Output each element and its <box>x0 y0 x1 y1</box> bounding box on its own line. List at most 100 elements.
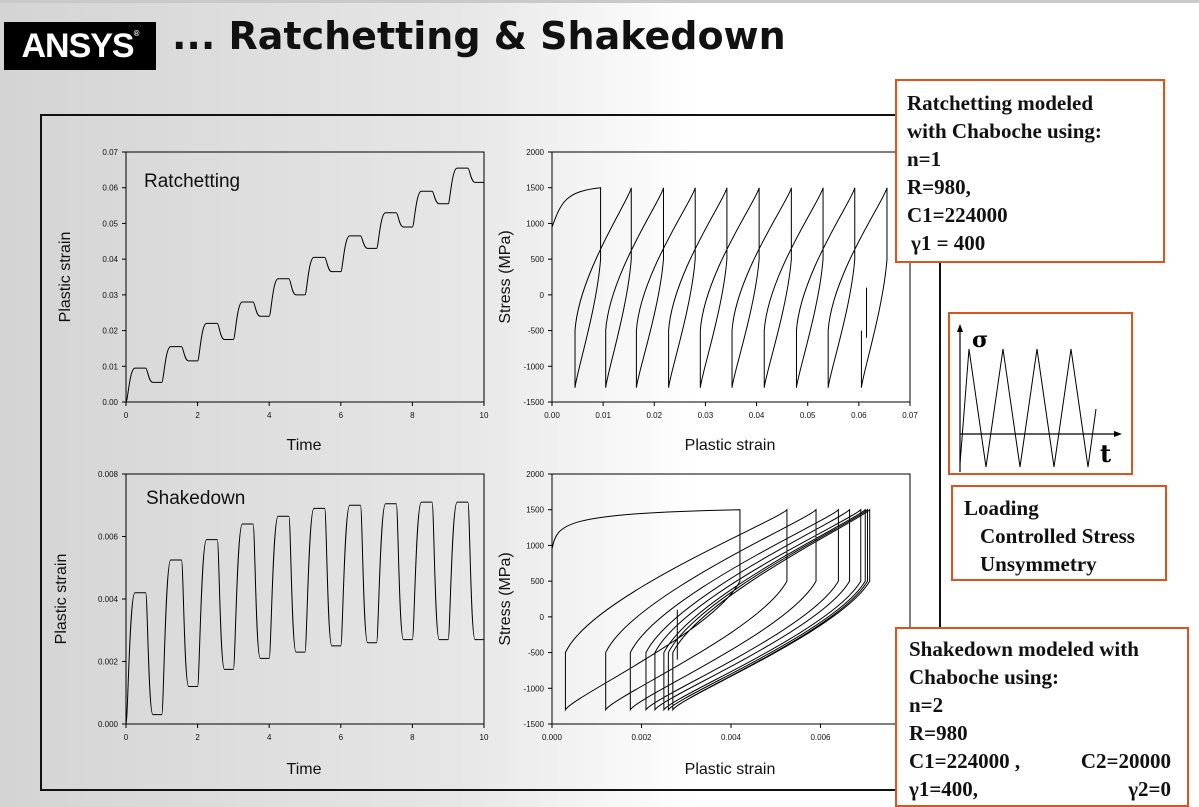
chart-title: Ratchetting <box>144 171 240 192</box>
x-tick-label: 0.06 <box>851 411 867 420</box>
y-tick-label: 0.02 <box>102 327 118 336</box>
logo-text: ANSYS <box>21 27 134 65</box>
x-tick-label: 8 <box>410 411 415 420</box>
x-axis-label: Time <box>287 437 322 454</box>
x-tick-label: 0 <box>124 733 129 742</box>
x-tick-label: 10 <box>480 733 489 742</box>
charts-frame <box>40 114 941 791</box>
y-tick-label: -1500 <box>524 720 545 729</box>
y-tick-label: 1000 <box>526 541 544 550</box>
y-tick-label: 0.03 <box>102 291 118 300</box>
x-tick-label: 0.07 <box>902 411 918 420</box>
y-tick-label: -1500 <box>524 398 545 407</box>
top-rule <box>0 0 1199 3</box>
y-tick-label: 0.008 <box>98 470 119 479</box>
sigma-label: σ <box>972 327 988 353</box>
x-tick-label: 6 <box>339 411 344 420</box>
x-tick-label: 2 <box>195 411 200 420</box>
shakedown-stress-strain-chart: 0.000 0.002 0.004 0.006 -1500 -1000 -500 0 500 10… <box>497 470 911 778</box>
shakedown-line-3: n=2 <box>909 693 944 717</box>
c1-value: C1=224000 , <box>909 749 1021 773</box>
strain-time-series <box>125 167 484 403</box>
ratchet-line-5: C1=224000 <box>907 203 1008 227</box>
ratchet-model-box: Ratchetting modeled with Chaboche using:… <box>895 79 1165 263</box>
x-axis-label: Plastic strain <box>685 761 776 778</box>
ratchet-stress-strain-chart: 0.00 0.01 0.02 0.03 0.04 0.05 0.06 0.07 -1500 -10… <box>497 148 918 454</box>
x-tick-label: 10 <box>480 411 489 420</box>
y-tick-label: 500 <box>531 255 545 264</box>
ratchet-line-2: with Chaboche using: <box>907 119 1102 143</box>
plot-area <box>551 151 911 403</box>
shakedown-model-box: Shakedown modeled with Chaboche using: n… <box>895 627 1189 807</box>
ansys-logo: ANSYS® <box>4 22 156 70</box>
y-tick-label: 1000 <box>526 219 544 228</box>
y-tick-label: 0.07 <box>102 148 118 157</box>
shakedown-line-4: R=980 <box>909 721 968 745</box>
y-tick-label: 2000 <box>526 470 544 479</box>
gamma1-value: γ1=400, <box>909 777 979 801</box>
y-axis-label: Plastic strain <box>53 554 70 645</box>
stress-strain-series <box>551 187 888 388</box>
ratchet-line-1: Ratchetting modeled <box>907 91 1094 115</box>
y-tick-label: 0 <box>540 613 545 622</box>
x-tick-label: 0.002 <box>631 733 652 742</box>
y-tick-label: 0.06 <box>102 184 118 193</box>
y-tick-label: -1000 <box>524 684 545 693</box>
stress-strain-series <box>551 508 871 712</box>
shakedown-strain-time-chart: 0 2 4 6 8 10 0.000 0.002 0.004 0.006 0.008 Time Plas… <box>53 470 489 778</box>
loading-box: Loading Controlled Stress Unsymmetry <box>951 485 1167 581</box>
y-tick-label: -500 <box>528 327 545 336</box>
y-axis-label: Stress (MPa) <box>497 230 514 323</box>
loading-line-3: Unsymmetry <box>980 552 1097 576</box>
plot-area <box>125 151 485 403</box>
x-tick-label: 0.05 <box>800 411 816 420</box>
ratchet-line-4: R=980, <box>907 175 971 199</box>
y-tick-label: 1500 <box>526 506 544 515</box>
y-tick-label: -500 <box>528 649 545 658</box>
ratchet-line-3: n=1 <box>907 147 942 171</box>
loading-diagram: σ t <box>948 312 1133 475</box>
c2-value: C2=20000 <box>1080 749 1171 773</box>
slide-title: ... Ratchetting & Shakedown <box>172 14 786 58</box>
x-tick-label: 6 <box>339 733 344 742</box>
y-tick-label: 0.006 <box>98 533 119 542</box>
x-tick-label: 0.006 <box>810 733 831 742</box>
y-tick-label: 0.004 <box>98 595 119 604</box>
y-tick-label: 0.00 <box>102 398 118 407</box>
x-tick-label: 0.02 <box>646 411 662 420</box>
x-tick-label: 4 <box>267 733 272 742</box>
y-axis-label: Stress (MPa) <box>497 552 514 645</box>
y-tick-label: 0.000 <box>98 720 119 729</box>
strain-time-series <box>125 501 484 725</box>
y-tick-label: 0.002 <box>98 658 119 667</box>
loading-signal <box>959 348 1097 468</box>
y-tick-label: 0.05 <box>102 219 118 228</box>
gamma2-value: γ2=0 <box>1128 777 1171 801</box>
ratchet-strain-time-chart: 0 2 4 6 8 10 0.00 0.01 0.02 0.03 0.04 0.05 0.06 0.07 T… <box>57 148 489 454</box>
x-tick-label: 0.00 <box>544 411 560 420</box>
x-tick-label: 0.000 <box>542 733 563 742</box>
loading-line-1: Loading <box>964 496 1039 520</box>
y-tick-label: 0 <box>540 291 545 300</box>
y-tick-label: 1500 <box>526 184 544 193</box>
shakedown-gamma-row: γ1=400, γ2=0 <box>909 775 1171 803</box>
sigma-arrow-icon <box>957 324 963 332</box>
x-axis-label: Plastic strain <box>685 437 776 454</box>
shakedown-line-2: Chaboche using: <box>909 665 1059 689</box>
t-label: t <box>1100 439 1111 468</box>
x-tick-label: 4 <box>267 411 272 420</box>
y-axis-label: Plastic strain <box>57 232 74 323</box>
shakedown-line-1: Shakedown modeled with <box>909 637 1139 661</box>
x-tick-label: 0.004 <box>721 733 742 742</box>
x-tick-label: 0.03 <box>698 411 714 420</box>
y-tick-label: 500 <box>531 577 545 586</box>
plot-area <box>125 473 485 725</box>
loading-line-2: Controlled Stress <box>980 524 1135 548</box>
x-tick-label: 0 <box>124 411 129 420</box>
x-axis-label: Time <box>287 761 322 778</box>
y-tick-label: -1000 <box>524 362 545 371</box>
x-tick-label: 0.04 <box>749 411 765 420</box>
time-arrow-icon <box>1114 431 1122 437</box>
y-tick-label: 2000 <box>526 148 544 157</box>
y-tick-label: 0.04 <box>102 255 118 264</box>
